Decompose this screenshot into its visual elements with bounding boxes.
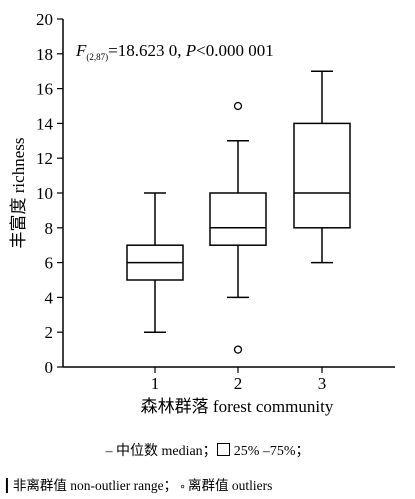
p-value: <0.000 001: [196, 41, 274, 60]
x-tick-label: 1: [151, 374, 160, 393]
y-tick-label: 20: [36, 10, 53, 29]
y-tick-label: 12: [36, 149, 53, 168]
x-tick-label: 3: [318, 374, 327, 393]
median-legend-symbol: –: [105, 444, 113, 459]
box-group-3: [293, 70, 351, 264]
outlier-legend-icon: ∘: [179, 480, 187, 493]
y-tick-label: 18: [36, 45, 53, 64]
y-tick-label: 2: [45, 323, 54, 342]
x-tick-label: 2: [234, 374, 243, 393]
outlier-legend-text: 离群值 outliers: [188, 478, 273, 493]
box-legend-text: 25% –75%；: [233, 444, 310, 459]
f-subscript: (2,87): [86, 52, 108, 62]
iqr-box: [209, 192, 267, 246]
y-axis-label: 丰富度 richness: [9, 138, 28, 249]
y-tick-label: 16: [36, 80, 53, 99]
outlier-point: [233, 345, 243, 354]
x-axis-ticks: 1 2 3: [151, 367, 327, 393]
y-tick-label: 10: [36, 184, 53, 203]
f-value: =18.623 0,: [108, 41, 186, 60]
iqr-box: [293, 122, 351, 229]
y-tick-label: 6: [45, 254, 54, 273]
f-symbol: F: [75, 41, 87, 60]
f-test-annotation: F(2,87)=18.623 0, P<0.000 001: [75, 41, 274, 62]
y-tick-label: 0: [45, 358, 54, 377]
median-legend-text: 中位数 median；: [112, 444, 217, 459]
outlier-point: [233, 101, 243, 111]
y-tick-label: 14: [36, 114, 54, 133]
p-symbol: P: [185, 41, 196, 60]
legend-line-2: Ι 非离群值 non-outlier range； ∘ 离群值 outliers: [4, 474, 415, 496]
box-legend-icon: [216, 443, 230, 456]
box-group-2: [209, 101, 267, 354]
box-group-1: [126, 192, 184, 333]
y-axis-ticks: 0 2 4 6 8 10 12 14 16 18 20: [36, 10, 63, 377]
whisker-legend-icon: Ι: [4, 474, 10, 498]
box-series: [126, 70, 351, 354]
y-tick-label: 4: [45, 288, 54, 307]
x-axis-label: 森林群落 forest community: [141, 397, 334, 416]
y-tick-label: 8: [45, 219, 54, 238]
legend-line-1: – 中位数 median； 25% –75%；: [0, 440, 415, 460]
whisker-legend-text: 非离群值 non-outlier range；: [12, 478, 178, 493]
